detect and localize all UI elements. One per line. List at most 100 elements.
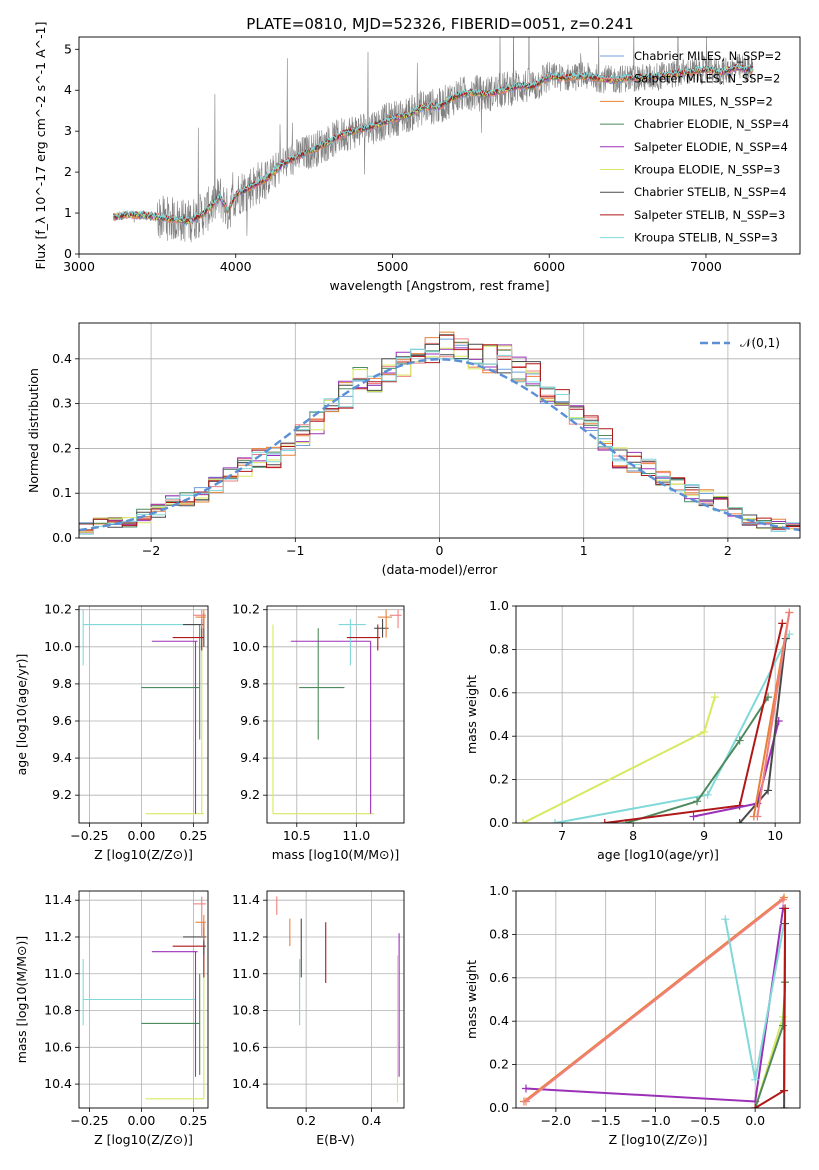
cumulative-mass-line <box>604 623 784 823</box>
y-tick-label: 0.0 <box>489 1100 509 1115</box>
axes-frame <box>266 890 405 1109</box>
y-axis-label: mass weight <box>464 675 479 754</box>
y-tick-label: 11.2 <box>232 929 260 944</box>
y-tick-label: 0.4 <box>489 1013 509 1028</box>
y-tick-label: 10.0 <box>44 639 72 654</box>
x-tick-label: 9 <box>700 828 708 843</box>
y-tick-label: 2 <box>64 164 72 179</box>
x-tick-label: −1 <box>286 543 304 558</box>
cumulative-mass-line <box>724 919 786 1080</box>
y-axis-label: mass weight <box>464 960 479 1039</box>
y-tick-label: 11.4 <box>232 892 260 907</box>
histogram-plot-area <box>79 331 800 538</box>
x-tick-label: 4000 <box>220 259 252 274</box>
y-tick-label: 1.0 <box>489 598 509 613</box>
legend-entry: Kroupa ELODIE, N_SSP=3 <box>634 163 780 177</box>
cumulative-mass-line <box>523 896 785 1103</box>
y-tick-label: 11.4 <box>44 892 72 907</box>
axes-frame <box>78 36 801 255</box>
y-tick-label: 10.8 <box>44 1003 72 1018</box>
cumulative-mass-line <box>693 720 780 818</box>
plus-marker <box>780 1104 789 1108</box>
y-tick-label: 10.2 <box>44 602 72 617</box>
x-axis-label: age [log10(age/yr)] <box>597 847 719 862</box>
massweight-vs-age-panel: 7 8 9 10 0.0 0.2 0.4 0.6 0.8 1.0 age [log10(age/yr… <box>464 598 801 862</box>
spectrum-plot-area <box>113 37 754 243</box>
plus-marker <box>764 786 773 795</box>
legend-entry: Kroupa STELIB, N_SSP=3 <box>634 231 778 245</box>
x-tick-label: 0.25 <box>180 1113 208 1128</box>
y-tick-label: 0.2 <box>489 772 509 787</box>
x-tick-label: −0.25 <box>70 828 108 843</box>
y-tick-label: 1.0 <box>489 883 509 898</box>
x-tick-label: −1.0 <box>640 1113 670 1128</box>
legend-entry: Salpeter MILES, N_SSP=2 <box>634 72 780 86</box>
x-axis-label: Z [log10(Z/Z⊙)] <box>94 1132 193 1147</box>
plus-marker <box>781 904 790 913</box>
x-axis-label: mass [log10(M/M⊙)] <box>272 847 400 862</box>
y-tick-label: 11.0 <box>44 966 72 981</box>
model-spectrum-line <box>113 64 754 223</box>
x-tick-label: 0.00 <box>127 1113 155 1128</box>
errorbar-plot-area <box>276 896 400 1103</box>
y-tick-label: 0.1 <box>52 485 72 500</box>
y-tick-label: 0.4 <box>52 351 72 366</box>
y-tick-label: 9.4 <box>240 750 260 765</box>
plus-marker <box>521 1097 530 1106</box>
axes-frame <box>78 890 209 1109</box>
y-tick-label: 9.8 <box>52 676 72 691</box>
x-tick-label: 6000 <box>533 259 565 274</box>
plus-marker <box>721 915 730 924</box>
cumulative-mass-line <box>756 612 791 817</box>
normal-distribution-curve <box>79 358 800 532</box>
x-tick-label: 0.00 <box>127 828 155 843</box>
x-tick-label: 7 <box>558 828 566 843</box>
plus-marker <box>519 819 528 823</box>
plus-marker <box>693 797 702 806</box>
y-tick-label: 9.8 <box>240 676 260 691</box>
plus-marker <box>785 608 794 617</box>
mass-vs-ebv-panel: 0.2 0.4 10.4 10.6 10.8 11.0 11.2 11.4 E(B-V) <box>232 890 405 1147</box>
y-axis-label: Flux [f_λ 10^-17 erg cm^-2 s^-1 A^-1] <box>33 22 48 270</box>
plus-marker <box>703 790 712 799</box>
y-tick-label: 9.4 <box>52 750 72 765</box>
plus-marker <box>735 819 744 823</box>
x-tick-label: −2 <box>142 543 160 558</box>
y-tick-label: 0.2 <box>489 1057 509 1072</box>
cumulative-mass-line <box>554 633 791 823</box>
x-tick-label: 3000 <box>63 259 95 274</box>
x-tick-label: 1 <box>580 543 588 558</box>
line-plot-area <box>519 893 790 1108</box>
plus-marker <box>710 693 719 702</box>
y-tick-label: 10.4 <box>44 1076 72 1091</box>
y-tick-label: 10.6 <box>44 1039 72 1054</box>
y-tick-label: 5 <box>64 41 72 56</box>
legend-entry: Chabrier MILES, N_SSP=2 <box>634 49 781 63</box>
massweight-vs-Z-panel: −2.0 −1.5 −1.0 −0.5 0.0 0.0 0.2 0.4 0.6 0.8 1.0 Z [… <box>464 883 801 1147</box>
plus-marker <box>700 727 709 736</box>
y-tick-label: 3 <box>64 123 72 138</box>
y-tick-label: 0 <box>64 246 72 261</box>
plus-marker <box>778 619 787 628</box>
plus-marker <box>779 895 788 904</box>
y-tick-label: 0.0 <box>489 815 509 830</box>
legend-entry: Salpeter STELIB, N_SSP=3 <box>634 208 785 222</box>
legend-entry: Kroupa MILES, N_SSP=2 <box>634 94 773 108</box>
axes-frame <box>78 322 801 539</box>
x-tick-label: −2.0 <box>541 1113 571 1128</box>
y-axis-label: age [log10(age/yr)] <box>14 654 29 776</box>
plus-marker <box>521 1084 530 1093</box>
x-tick-label: −0.25 <box>70 1113 108 1128</box>
line-plot-area <box>519 608 794 823</box>
x-tick-label: 0 <box>436 543 444 558</box>
y-tick-label: 0.6 <box>489 970 509 985</box>
cumulative-mass-line <box>525 898 784 1103</box>
x-tick-label: 5000 <box>377 259 409 274</box>
errorbar-plot-area <box>272 609 402 815</box>
y-tick-label: 1 <box>64 205 72 220</box>
x-tick-label: 0.2 <box>296 1113 316 1128</box>
x-axis-label: E(B-V) <box>316 1132 355 1147</box>
plus-marker <box>751 1075 760 1084</box>
y-tick-label: 10.0 <box>232 639 260 654</box>
x-tick-label: 10.5 <box>283 828 311 843</box>
